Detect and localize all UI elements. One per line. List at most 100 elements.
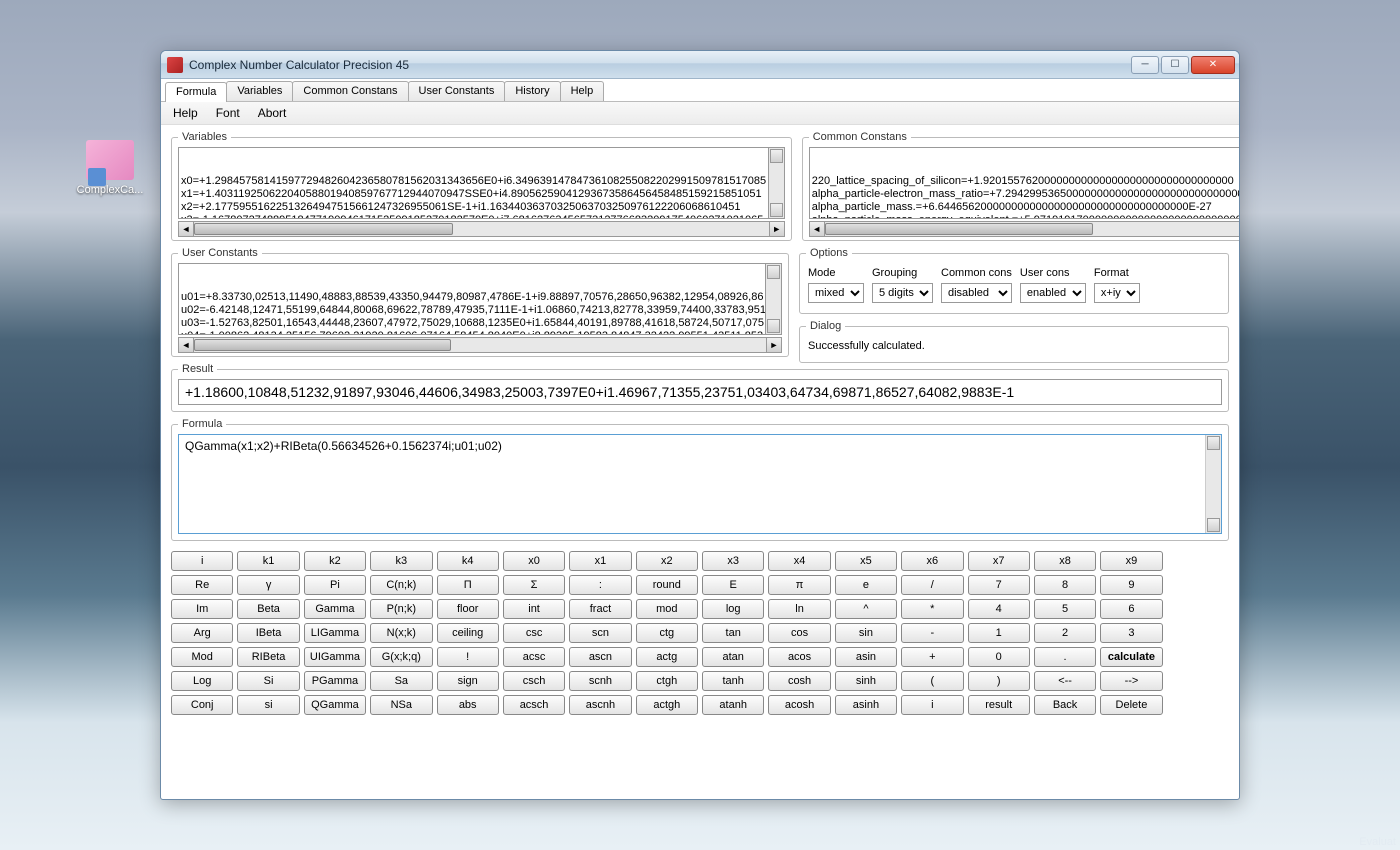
key-x1[interactable]: x1 [569,551,631,571]
key-ctgh[interactable]: ctgh [636,671,698,691]
key-actg[interactable]: actg [636,647,698,667]
key-sign[interactable]: sign [437,671,499,691]
key-e[interactable]: e [835,575,897,595]
titlebar[interactable]: Complex Number Calculator Precision 45 ─… [161,51,1239,79]
list-item[interactable]: u03=-1.52763,82501,16543,44448,23607,479… [181,317,779,330]
grouping-select[interactable]: 5 digits [872,283,933,303]
vertical-scrollbar[interactable] [765,264,781,334]
horizontal-scrollbar[interactable]: ◄ ► [809,221,1239,237]
key-pi[interactable]: Pi [304,575,366,595]
key-sa[interactable]: Sa [370,671,432,691]
key-k2[interactable]: k2 [304,551,366,571]
key-conj[interactable]: Conj [171,695,233,715]
menu-font[interactable]: Font [216,106,240,120]
key-i[interactable]: i [901,695,963,715]
key-back[interactable]: Back [1034,695,1096,715]
key-floor[interactable]: floor [437,599,499,619]
close-button[interactable]: ✕ [1191,56,1235,74]
key-x2[interactable]: x2 [636,551,698,571]
key-asinh[interactable]: asinh [835,695,897,715]
format-select[interactable]: x+iy [1094,283,1140,303]
key-g-x-k-q[interactable]: G(x;k;q) [370,647,432,667]
key-abs[interactable]: abs [437,695,499,715]
key-arg[interactable]: Arg [171,623,233,643]
key-[interactable]: γ [237,575,299,595]
tab-formula[interactable]: Formula [165,82,227,102]
key-actgh[interactable]: actgh [636,695,698,715]
key-ln[interactable]: ln [768,599,830,619]
mode-select[interactable]: mixed [808,283,864,303]
key-[interactable]: π [768,575,830,595]
key-calculate[interactable]: calculate [1100,647,1162,667]
key-int[interactable]: int [503,599,565,619]
list-item[interactable]: alpha_particle-electron_mass_ratio=+7.29… [812,188,1239,201]
key-[interactable]: ) [968,671,1030,691]
key-4[interactable]: 4 [968,599,1030,619]
key-9[interactable]: 9 [1100,575,1162,595]
tab-common-constans[interactable]: Common Constans [292,81,408,101]
menu-help[interactable]: Help [173,106,198,120]
key-5[interactable]: 5 [1034,599,1096,619]
key-log[interactable]: log [702,599,764,619]
list-item[interactable]: x1=+1.4031192506220405880194085976771294… [181,188,782,201]
key-sinh[interactable]: sinh [835,671,897,691]
key-k4[interactable]: k4 [437,551,499,571]
key-cos[interactable]: cos [768,623,830,643]
scroll-left-icon[interactable]: ◄ [178,337,194,353]
key-[interactable]: / [901,575,963,595]
list-item[interactable]: alpha_particle_mass_energy_equivalent.=+… [812,214,1239,219]
key-[interactable]: ( [901,671,963,691]
horizontal-scrollbar[interactable]: ◄ ► [178,221,785,237]
key-[interactable]: --> [1100,671,1162,691]
key-x5[interactable]: x5 [835,551,897,571]
key-1[interactable]: 1 [968,623,1030,643]
key-k3[interactable]: k3 [370,551,432,571]
list-item[interactable]: 220_lattice_spacing_of_silicon=+1.920155… [812,175,1239,188]
key-atanh[interactable]: atanh [702,695,764,715]
key-acosh[interactable]: acosh [768,695,830,715]
key-beta[interactable]: Beta [237,599,299,619]
key-log[interactable]: Log [171,671,233,691]
tab-help[interactable]: Help [560,81,605,101]
menu-abort[interactable]: Abort [258,106,287,120]
key-atan[interactable]: atan [702,647,764,667]
key-fract[interactable]: fract [569,599,631,619]
key-ribeta[interactable]: RIBeta [237,647,299,667]
key-mod[interactable]: mod [636,599,698,619]
key-[interactable]: - [901,623,963,643]
list-item[interactable]: u04=-1.00862,48134,25156,79602,21920,816… [181,330,779,335]
common-cons-select[interactable]: disabled [941,283,1012,303]
key-result[interactable]: result [968,695,1030,715]
key-ascnh[interactable]: ascnh [569,695,631,715]
key-acos[interactable]: acos [768,647,830,667]
list-item[interactable]: u01=+8.33730,02513,11490,48883,88539,433… [181,291,779,304]
scroll-left-icon[interactable]: ◄ [809,221,825,237]
key-p-n-k[interactable]: P(n;k) [370,599,432,619]
key-k1[interactable]: k1 [237,551,299,571]
key-im[interactable]: Im [171,599,233,619]
key-uigamma[interactable]: UIGamma [304,647,366,667]
key-si[interactable]: Si [237,671,299,691]
key-e[interactable]: E [702,575,764,595]
user-cons-select[interactable]: enabled [1020,283,1086,303]
tab-variables[interactable]: Variables [226,81,293,101]
key-6[interactable]: 6 [1100,599,1162,619]
key-x3[interactable]: x3 [702,551,764,571]
vertical-scrollbar[interactable] [1205,435,1221,533]
list-item[interactable]: x2=+2.1775955162251326494751566124732695… [181,201,782,214]
key-x7[interactable]: x7 [968,551,1030,571]
key-2[interactable]: 2 [1034,623,1096,643]
key-cosh[interactable]: cosh [768,671,830,691]
horizontal-scrollbar[interactable]: ◄ ► [178,337,782,353]
variables-list[interactable]: x0=+1.2984575814159772948260423658078156… [178,147,785,219]
key-x8[interactable]: x8 [1034,551,1096,571]
key-ibeta[interactable]: IBeta [237,623,299,643]
key-si[interactable]: si [237,695,299,715]
key-round[interactable]: round [636,575,698,595]
key-i[interactable]: i [171,551,233,571]
key-scn[interactable]: scn [569,623,631,643]
key-tanh[interactable]: tanh [702,671,764,691]
key-[interactable]: ^ [835,599,897,619]
key-ctg[interactable]: ctg [636,623,698,643]
key-[interactable]: ! [437,647,499,667]
